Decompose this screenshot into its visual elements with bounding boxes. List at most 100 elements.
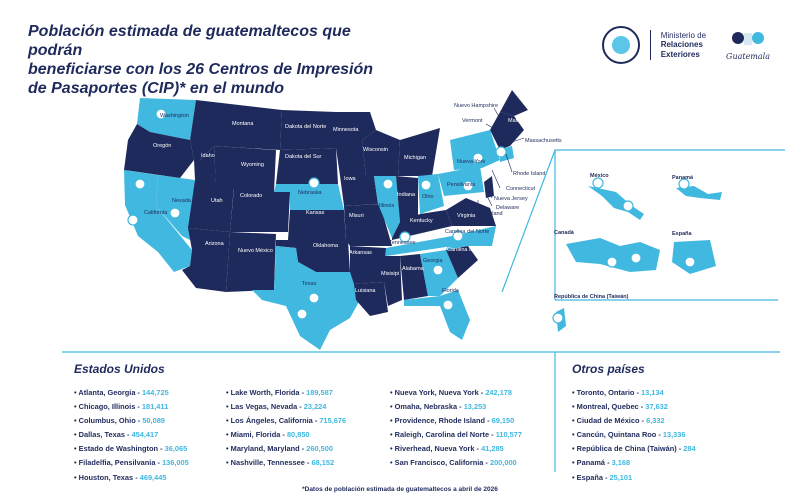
label-nebraska: Nebraska <box>298 190 322 196</box>
label-south-dakota: Dakota del Sur <box>285 154 322 160</box>
state-michigan-upper <box>398 128 440 176</box>
label-kansas: Kansas <box>306 210 325 216</box>
list-item: Panamá - 3,168 <box>572 456 696 470</box>
label-rhode-island: Rhode Island <box>513 171 545 177</box>
label-oregon: Oregón <box>153 143 171 149</box>
label-maryland: Maryland <box>480 211 503 217</box>
label-florida: Florida <box>442 288 460 294</box>
pin-icon <box>552 312 564 324</box>
state-oklahoma <box>276 240 350 272</box>
label-connecticut: Connecticut <box>506 186 536 192</box>
list-item: Nashville, Tennessee - 68,152 <box>226 456 346 470</box>
label-mississippi: Misisipi <box>381 271 399 277</box>
guatemala-wordmark: Guatemala <box>726 51 770 61</box>
state-tennessee <box>386 236 466 256</box>
label-canada: Canadá <box>554 230 575 236</box>
list-item: Atlanta, Georgia - 144,725 <box>74 386 189 400</box>
state-kansas <box>288 210 346 240</box>
us-list-col-2: Lake Worth, Florida - 189,587 Las Vegas,… <box>226 386 346 471</box>
list-item: Riverhead, Nueva York - 41,285 <box>390 442 522 456</box>
pin-icon <box>462 180 474 192</box>
pin-icon <box>442 299 454 311</box>
label-wisconsin: Wisconsin <box>363 147 388 153</box>
pin-icon <box>495 146 507 158</box>
header-logos: Ministerio de Relaciones Exteriores Guat… <box>601 26 770 64</box>
label-texas: Texas <box>302 281 317 287</box>
list-item: Houston, Texas - 469,445 <box>74 471 189 485</box>
other-countries-list: Toronto, Ontario - 13,134 Montreal, Queb… <box>572 386 696 485</box>
state-nebraska <box>274 184 344 210</box>
state-oregon <box>124 124 194 178</box>
state-south-carolina <box>446 246 478 278</box>
state-colorado <box>230 188 290 232</box>
label-new-mexico: Nuevo México <box>238 248 273 254</box>
usa-map <box>124 90 528 350</box>
state-florida <box>404 290 470 340</box>
label-colorado: Colorado <box>240 193 262 199</box>
label-kentucky: Kentucky <box>410 218 433 224</box>
pin-icon <box>399 231 411 243</box>
list-item: Cancún, Quintana Roo - 13,336 <box>572 428 696 442</box>
label-massachusetts: Massachusetts <box>525 138 562 144</box>
pin-icon <box>592 177 604 189</box>
label-iowa: Iowa <box>344 176 357 182</box>
list-item: Raleigh, Carolina del Norte - 110,577 <box>390 428 522 442</box>
page-title: Población estimada de guatemaltecos que … <box>28 22 408 98</box>
inset-panama <box>676 186 722 200</box>
section-us-title: Estados Unidos <box>74 362 165 376</box>
state-indiana <box>396 176 418 222</box>
state-maine <box>500 90 528 116</box>
list-item: Lake Worth, Florida - 189,587 <box>226 386 346 400</box>
list-item: Toronto, Ontario - 13,134 <box>572 386 696 400</box>
pin-icon <box>472 152 484 164</box>
pin-icon <box>606 256 618 268</box>
label-illinois: Illinois <box>379 203 395 209</box>
label-pennsylvania: Pensilvania <box>447 182 476 188</box>
state-new-jersey <box>484 176 494 198</box>
ministry-line-3: Exteriores <box>660 49 700 59</box>
label-idaho: Idaho <box>201 153 215 159</box>
state-texas <box>252 246 360 350</box>
pin-icon <box>420 179 432 191</box>
state-louisiana <box>354 282 388 316</box>
state-mississippi <box>384 256 402 306</box>
pin-icon <box>452 230 464 242</box>
pin-icon <box>630 252 642 264</box>
us-list-col-3: Nueva York, Nueva York - 242,178 Omaha, … <box>390 386 522 471</box>
pin-icon <box>308 292 320 304</box>
pin-icon <box>127 214 139 226</box>
pin-icon <box>296 308 308 320</box>
label-south-carolina: Carolina del Sur <box>447 247 487 253</box>
label-new-jersey: Nueva Jersey <box>494 196 528 202</box>
state-north-dakota <box>280 110 336 150</box>
label-virginia: Virginia <box>457 213 476 219</box>
pin-icon <box>382 178 394 190</box>
pin-icon <box>678 178 690 190</box>
list-item: Estado de Washington - 36,065 <box>74 442 189 456</box>
label-tennessee: Tennessee <box>389 240 416 246</box>
state-wyoming <box>214 146 276 192</box>
list-item: Nueva York, Nueva York - 242,178 <box>390 386 522 400</box>
list-item: Miami, Florida - 80,850 <box>226 428 346 442</box>
label-utah: Utah <box>211 198 223 204</box>
title-line-3: de Pasaportes (CIP)* en el mundo <box>28 80 285 97</box>
label-new-york: Nueva York <box>457 159 485 165</box>
state-pennsylvania <box>438 166 484 196</box>
ministry-logo-text: Ministerio de Relaciones Exteriores <box>661 31 706 60</box>
label-new-hampshire: Nuevo Hampshire <box>454 103 498 109</box>
state-montana <box>190 100 282 160</box>
map-labels: Washington Montana Dakota del Norte Minn… <box>144 103 694 300</box>
state-missouri <box>344 204 392 246</box>
pin-icon <box>134 178 146 190</box>
state-virginia <box>446 198 496 226</box>
label-nevada: Nevada <box>172 198 192 204</box>
list-item: Maryland, Maryland - 260,500 <box>226 442 346 456</box>
state-california <box>124 170 192 272</box>
label-montana: Montana <box>232 121 254 127</box>
label-minnesota: Minnesota <box>333 127 359 133</box>
logo-divider <box>649 30 651 60</box>
label-indiana: Indiana <box>397 192 416 198</box>
pin-icon <box>622 200 634 212</box>
label-michigan: Michigan <box>404 155 426 161</box>
list-item: Las Vegas, Nevada - 23,224 <box>226 400 346 414</box>
